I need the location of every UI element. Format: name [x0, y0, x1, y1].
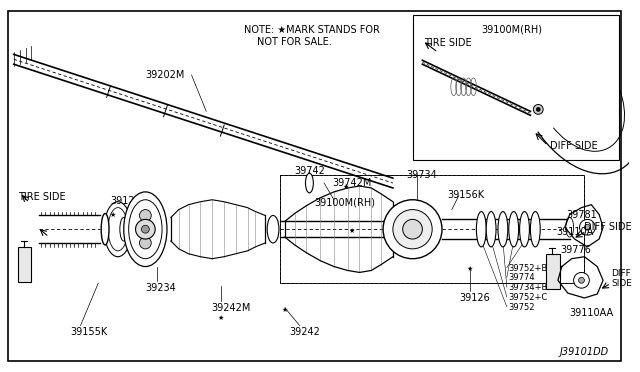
Ellipse shape [531, 212, 540, 247]
Text: 39100M(RH): 39100M(RH) [314, 198, 375, 208]
Ellipse shape [305, 173, 314, 193]
Text: TIRE SIDE: TIRE SIDE [18, 192, 65, 202]
Circle shape [584, 224, 590, 230]
Text: 39742: 39742 [294, 166, 326, 176]
Text: 39242M: 39242M [211, 303, 250, 313]
Text: ★: ★ [218, 315, 224, 321]
Text: 39100M(RH): 39100M(RH) [481, 25, 542, 35]
Text: 39752+C: 39752+C [509, 293, 548, 302]
Circle shape [141, 225, 149, 233]
Ellipse shape [498, 212, 508, 247]
Text: 39742M: 39742M [332, 178, 371, 188]
Text: 39752: 39752 [509, 303, 535, 312]
Bar [280, 175, 584, 283]
Ellipse shape [124, 192, 167, 267]
Circle shape [573, 272, 589, 288]
Circle shape [579, 278, 584, 283]
Circle shape [403, 219, 422, 239]
Circle shape [533, 105, 543, 114]
Text: 39781: 39781 [567, 209, 598, 219]
Text: 39156K: 39156K [447, 190, 484, 200]
Text: DIFF
SIDE: DIFF SIDE [611, 269, 632, 288]
Ellipse shape [486, 212, 496, 247]
Ellipse shape [566, 217, 573, 237]
Text: 39776: 39776 [560, 245, 591, 255]
Ellipse shape [101, 214, 109, 245]
Text: ★: ★ [342, 184, 349, 190]
Text: 39752+B: 39752+B [509, 264, 548, 273]
Text: DIFF SIDE: DIFF SIDE [584, 222, 632, 232]
Text: J39101DD: J39101DD [560, 347, 609, 357]
Text: 39155K: 39155K [71, 327, 108, 337]
Ellipse shape [129, 200, 162, 259]
Text: ★: ★ [467, 266, 472, 272]
Text: DIFF SIDE: DIFF SIDE [550, 141, 598, 151]
Ellipse shape [476, 212, 486, 247]
Ellipse shape [104, 202, 132, 257]
Circle shape [383, 200, 442, 259]
Bar [546, 254, 560, 289]
Ellipse shape [108, 208, 128, 251]
Circle shape [140, 209, 151, 221]
Circle shape [536, 108, 540, 111]
Text: NOT FOR SALE.: NOT FOR SALE. [257, 37, 332, 47]
Text: ★: ★ [282, 307, 288, 313]
Text: 39110A: 39110A [556, 227, 593, 237]
Ellipse shape [120, 217, 128, 241]
Ellipse shape [267, 215, 279, 243]
Circle shape [140, 237, 151, 249]
Circle shape [393, 209, 432, 249]
Bar [413, 15, 619, 160]
Text: TIRE SIDE: TIRE SIDE [424, 38, 472, 48]
Text: 39734: 39734 [406, 170, 437, 180]
Text: ★: ★ [349, 228, 355, 234]
Text: 39125: 39125 [110, 196, 141, 206]
Bar [280, 175, 584, 283]
Circle shape [136, 219, 155, 239]
Text: NOTE: ★MARK STANDS FOR: NOTE: ★MARK STANDS FOR [244, 25, 380, 35]
Text: 39234: 39234 [145, 283, 176, 293]
Text: 39734+B: 39734+B [509, 283, 548, 292]
Circle shape [140, 223, 151, 235]
Ellipse shape [509, 212, 518, 247]
Text: 39774: 39774 [509, 273, 536, 282]
Text: 39110AA: 39110AA [570, 308, 614, 318]
Ellipse shape [520, 212, 529, 247]
Circle shape [579, 219, 595, 235]
Text: ★: ★ [110, 212, 116, 218]
Text: 39242: 39242 [290, 327, 321, 337]
Bar [18, 247, 31, 282]
Text: 39126: 39126 [460, 293, 490, 303]
Text: 39202M: 39202M [145, 70, 185, 80]
